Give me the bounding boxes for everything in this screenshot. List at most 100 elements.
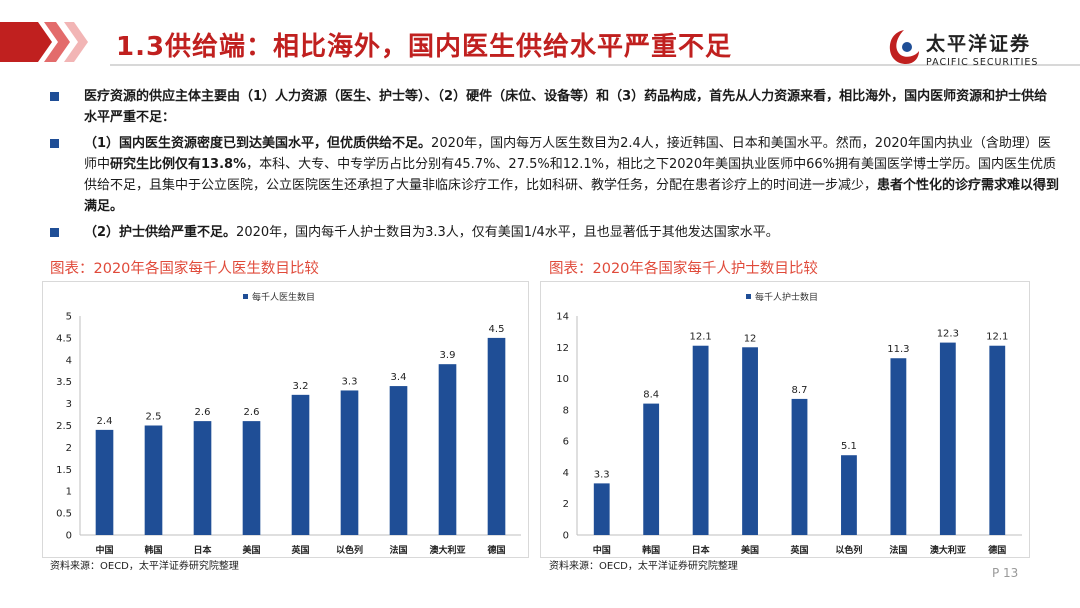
bar	[487, 337, 506, 535]
y-tick-label: 3.5	[56, 377, 72, 388]
bullet-text: 研究生比例仅有13.8%	[110, 157, 247, 172]
x-tick-label: 澳大利亚	[429, 544, 465, 556]
x-tick-label: 澳大利亚	[930, 544, 966, 556]
x-tick-label: 德国	[988, 544, 1006, 556]
page-title: 1.3供给端：相比海外，国内医生供给水平严重不足	[116, 32, 733, 62]
logo-mark-icon	[889, 30, 919, 64]
y-tick-label: 10	[556, 374, 569, 385]
bullet-text: 2020年，国内每万人医生数目为2.4人，接近韩国、日本和美国水平。然而，202…	[84, 136, 1051, 172]
data-label: 12.3	[937, 329, 959, 340]
chart-nurses: 每千人护士数目 0 2 4 6 8 10 12 14 3.3 中国 8.4 韩国 12.1 日本 12 美国 8.…	[540, 281, 1030, 558]
chart-title-nurses: 图表：2020年各国家每千人护士数目比较	[549, 261, 818, 277]
bullet-item: （2）护士供给严重不足。2020年，国内每千人护士数目为3.3人，仅有美国1/4…	[50, 222, 1060, 243]
bar	[291, 394, 310, 535]
x-tick-label: 韩国	[642, 544, 660, 556]
y-tick-label: 12	[556, 343, 569, 354]
company-logo: 太平洋证券 PACIFIC SECURITIES	[888, 26, 1068, 72]
bar	[890, 358, 907, 535]
data-label: 12	[744, 333, 757, 344]
bullet-square-icon	[50, 228, 59, 237]
logo-text-cn: 太平洋证券	[926, 33, 1032, 55]
x-tick-label: 美国	[741, 544, 759, 556]
bullet-text: （2）护士供给严重不足。	[84, 225, 237, 240]
header-arrows-icon	[0, 22, 88, 62]
data-label: 3.3	[594, 469, 610, 480]
bar	[242, 421, 261, 535]
x-tick-label: 日本	[193, 544, 212, 556]
data-label: 12.1	[689, 332, 711, 343]
bullet-text: ，本科、大专、中专学历占比分别有45.7%、27.5%和12.1%，相比之下20…	[84, 157, 1056, 193]
y-tick-label: 0	[563, 531, 569, 542]
bar	[95, 429, 114, 535]
x-tick-label: 美国	[242, 544, 260, 556]
bar	[144, 425, 163, 535]
bar-chart-nurses: 每千人护士数目 0 2 4 6 8 10 12 14 3.3 中国 8.4 韩国 12.1 日本 12 美国 8.…	[556, 291, 1022, 556]
legend-swatch	[243, 294, 248, 299]
x-tick-label: 日本	[692, 544, 711, 556]
data-label: 2.4	[97, 416, 113, 427]
bar-chart-doctors: 每千人医生数目 0 0.5 1 1.5 2 2.5 3 3.5 4 4.5 5 2.4 中国 2.5 韩国 2.…	[56, 291, 521, 556]
page-number: P 13	[992, 566, 1019, 580]
data-label: 5.1	[841, 441, 857, 452]
bar	[742, 347, 758, 535]
legend-label: 每千人护士数目	[755, 291, 818, 303]
data-label: 2.6	[195, 407, 211, 418]
bullet-list: 医疗资源的供应主体主要由（1）人力资源（医生、护士等）、（2）硬件（床位、设备等…	[50, 86, 1060, 248]
bar	[438, 364, 457, 535]
y-tick-label: 4	[563, 468, 569, 479]
slide-header: 1.3供给端：相比海外，国内医生供给水平严重不足 太平洋证券 PACIFIC S…	[0, 0, 1080, 78]
data-label: 12.1	[986, 332, 1008, 343]
y-tick-label: 8	[563, 405, 569, 416]
bar	[692, 345, 709, 535]
bullet-text: 医疗资源的供应主体主要由（1）人力资源（医生、护士等）、（2）硬件（床位、设备等…	[84, 89, 1048, 125]
chart-source-nurses: 资料来源：OECD，太平洋证券研究院整理	[549, 561, 738, 572]
bar	[841, 455, 857, 535]
legend-swatch	[746, 294, 751, 299]
y-tick-label: 14	[556, 312, 569, 323]
bar	[389, 386, 408, 535]
data-label: 8.4	[643, 390, 659, 401]
data-label: 3.9	[440, 350, 456, 361]
bar	[791, 398, 808, 535]
y-tick-label: 4.5	[56, 333, 72, 344]
y-tick-label: 2	[563, 499, 569, 510]
x-tick-label: 韩国	[144, 544, 162, 556]
y-tick-label: 5	[66, 312, 72, 323]
bullet-item: 医疗资源的供应主体主要由（1）人力资源（医生、护士等）、（2）硬件（床位、设备等…	[50, 86, 1060, 128]
y-tick-label: 4	[66, 355, 72, 366]
x-tick-label: 中国	[593, 544, 611, 556]
x-tick-label: 英国	[290, 544, 309, 556]
chart-source-doctors: 资料来源：OECD，太平洋证券研究院整理	[50, 561, 239, 572]
bar	[643, 403, 660, 535]
bar	[989, 345, 1006, 535]
bullet-text: （1）国内医生资源密度已到达美国水平，但优质供给不足。	[84, 136, 432, 151]
y-tick-label: 2.5	[56, 421, 72, 432]
bullet-text: 患者个性化的诊疗需求难以得到满足。	[84, 178, 1060, 214]
y-tick-label: 0.5	[56, 509, 72, 520]
bar	[939, 342, 956, 535]
bar	[340, 390, 359, 535]
bullet-item: （1）国内医生资源密度已到达美国水平，但优质供给不足。2020年，国内每万人医生…	[50, 133, 1060, 217]
x-tick-label: 中国	[95, 544, 113, 556]
y-tick-label: 6	[563, 437, 569, 448]
data-label: 3.3	[342, 376, 358, 387]
header-divider	[110, 64, 1080, 66]
x-tick-label: 德国	[487, 544, 505, 556]
data-label: 3.4	[391, 372, 407, 383]
y-tick-label: 0	[66, 531, 72, 542]
data-label: 2.5	[146, 412, 162, 423]
data-label: 2.6	[244, 407, 260, 418]
x-tick-label: 英国	[789, 544, 808, 556]
bullet-square-icon	[50, 92, 59, 101]
y-tick-label: 1	[66, 487, 72, 498]
bar	[593, 483, 610, 535]
chart-doctors: 每千人医生数目 0 0.5 1 1.5 2 2.5 3 3.5 4 4.5 5 2.4 中国 2.5 韩国 2.…	[42, 281, 529, 558]
x-tick-label: 以色列	[835, 544, 862, 556]
chart-title-doctors: 图表：2020年各国家每千人医生数目比较	[50, 261, 319, 277]
logo-text-en: PACIFIC SECURITIES	[926, 57, 1039, 68]
legend-label: 每千人医生数目	[252, 291, 315, 303]
y-tick-label: 1.5	[56, 465, 72, 476]
y-tick-label: 2	[66, 443, 72, 454]
x-tick-label: 法国	[389, 544, 407, 556]
bullet-text: 2020年，国内每千人护士数目为3.3人，仅有美国1/4水平，且也显著低于其他发…	[236, 225, 779, 240]
